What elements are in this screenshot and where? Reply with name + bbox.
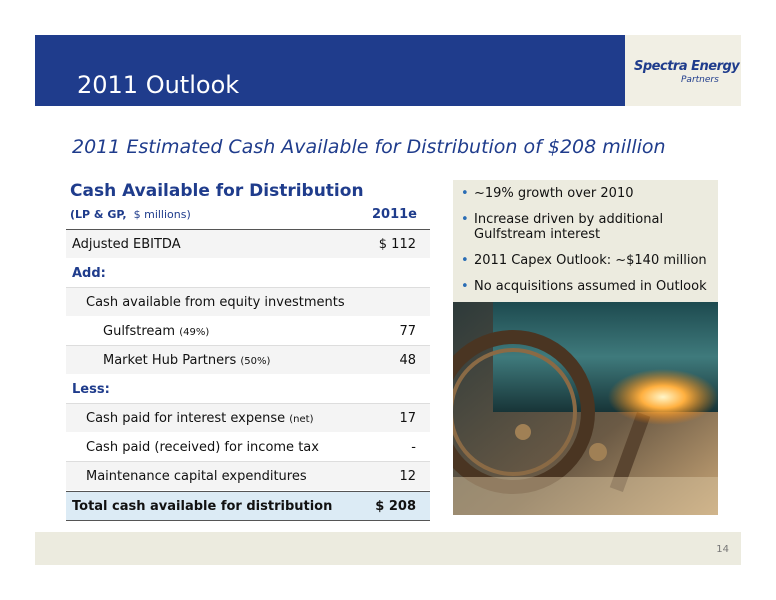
table-row: Total cash available for distribution $ 2…	[66, 491, 430, 521]
row-note: (49%)	[179, 327, 210, 338]
row-value: 48	[399, 353, 416, 368]
header-bar: 2011 Outlook	[35, 35, 625, 106]
bullet: No acquisitions assumed in Outlook	[461, 279, 711, 294]
row-value: 12	[399, 469, 416, 484]
table-row: Cash paid (received) for income tax -	[66, 433, 430, 462]
row-label-text: Maintenance capital expenditures	[86, 469, 307, 484]
row-label: Maintenance capital expenditures	[86, 469, 307, 484]
row-note: (net)	[289, 414, 314, 425]
row-label-text: Cash paid for interest expense	[86, 411, 286, 426]
row-value: $ 208	[375, 499, 416, 514]
bullet: 2011 Capex Outlook: ~$140 million	[461, 253, 711, 268]
column-header: 2011e	[372, 207, 417, 222]
slide-title: 2011 Outlook	[77, 71, 240, 99]
table-units: (LP & GP, $ millions)	[70, 208, 191, 221]
table-row: Cash paid for interest expense (net) 17	[66, 404, 430, 433]
row-label: Gulfstream (49%)	[103, 324, 209, 339]
row-note: (50%)	[240, 356, 271, 367]
row-value: -	[411, 440, 416, 455]
table-row: Adjusted EBITDA $ 112	[66, 230, 430, 259]
row-value: $ 112	[378, 237, 416, 252]
units-bold: (LP & GP,	[70, 208, 127, 221]
row-label-text: Market Hub Partners	[103, 353, 237, 368]
row-label: Cash paid for interest expense (net)	[86, 411, 314, 426]
table-row: Gulfstream (49%) 77	[66, 317, 430, 346]
row-value: 17	[399, 411, 416, 426]
row-value: 77	[399, 324, 416, 339]
table-row: Less:	[66, 375, 430, 404]
footer: 14	[35, 532, 741, 565]
table: Adjusted EBITDA $ 112 Add: Cash available f…	[66, 229, 430, 521]
logo: Spectra Energy Partners	[625, 35, 741, 106]
table-row: Cash available from equity investments	[66, 288, 430, 317]
photo	[453, 302, 718, 515]
row-label-text: Adjusted EBITDA	[72, 237, 181, 252]
bullet: Increase driven by additional Gulfstream…	[461, 212, 711, 242]
row-label: Total cash available for distribution	[72, 499, 332, 514]
row-label: Cash available from equity investments	[86, 295, 345, 310]
bullet-list: ~19% growth over 2010 Increase driven by …	[461, 186, 711, 305]
table-title: Cash Available for Distribution	[70, 181, 364, 201]
units: $ millions)	[133, 208, 191, 221]
row-label: Cash paid (received) for income tax	[86, 440, 319, 455]
row-label-text: Less:	[72, 382, 110, 397]
table-row: Market Hub Partners (50%) 48	[66, 346, 430, 375]
row-label: Adjusted EBITDA	[72, 237, 181, 252]
row-label: Market Hub Partners (50%)	[103, 353, 270, 368]
bullet-panel: ~19% growth over 2010 Increase driven by …	[453, 180, 718, 302]
bullet: ~19% growth over 2010	[461, 186, 711, 201]
row-label-text: Cash available from equity investments	[86, 295, 345, 310]
logo-sub: Partners	[681, 75, 719, 85]
row-label-text: Gulfstream	[103, 324, 176, 339]
page-number: 14	[716, 544, 729, 555]
table-row: Add:	[66, 259, 430, 288]
row-label-text: Total cash available for distribution	[72, 499, 333, 514]
row-label: Add:	[72, 266, 106, 281]
table-row: Maintenance capital expenditures 12	[66, 462, 430, 491]
logo-name: Spectra Energy	[634, 59, 740, 74]
row-label: Less:	[72, 382, 110, 397]
row-label-text: Cash paid (received) for income tax	[86, 440, 319, 455]
row-label-text: Add:	[72, 266, 106, 281]
subtitle: 2011 Estimated Cash Available for Distri…	[72, 136, 666, 158]
